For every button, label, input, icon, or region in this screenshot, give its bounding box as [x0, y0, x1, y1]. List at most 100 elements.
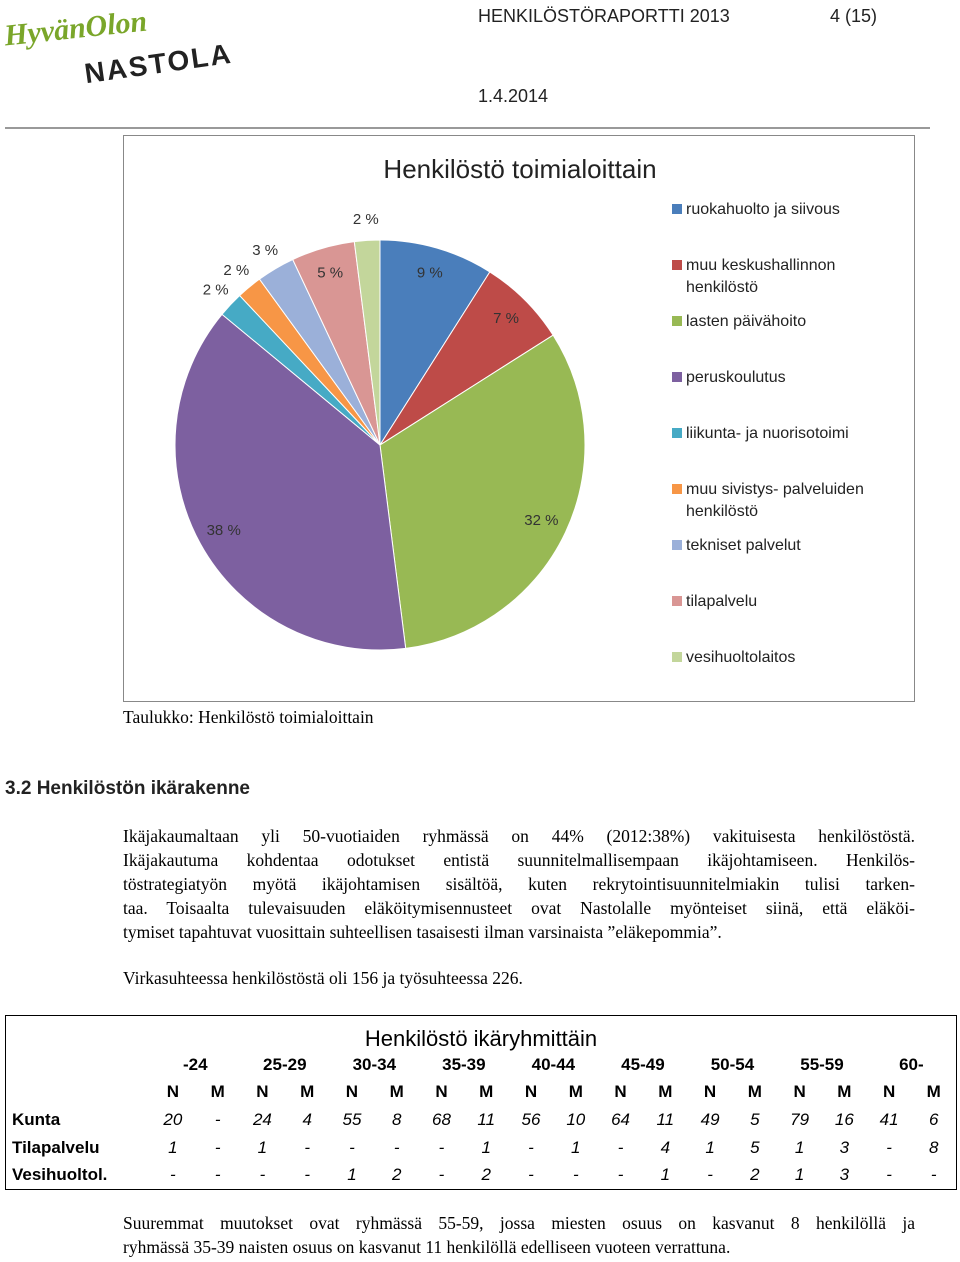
age-group: 30-34	[352, 1055, 397, 1074]
row-label: Tilapalvelu	[12, 1137, 100, 1157]
age-group: 60-	[899, 1055, 924, 1074]
sub-header: M	[658, 1082, 673, 1101]
table-cell: 1	[660, 1165, 671, 1185]
table-cell: 10	[566, 1109, 586, 1129]
legend-swatch	[672, 540, 682, 550]
empty-cell	[6, 1052, 151, 1079]
legend-label: tekniset palvelut	[686, 537, 801, 554]
legend-item: peruskoulutus	[672, 367, 886, 423]
table-cell: 1	[168, 1137, 178, 1157]
pie-chart: Henkilöstö toimialoittain 9 % 7 % 32 % 38 %…	[174, 154, 657, 651]
legend-swatch	[672, 652, 682, 662]
table-cell: 1	[794, 1165, 805, 1185]
table-cell: 1	[347, 1165, 357, 1185]
slice-label: 2 %	[353, 211, 379, 228]
table-cell: -	[707, 1165, 713, 1185]
text-line: taa. Toisaalta tulevaisuuden eläköitymis…	[123, 898, 915, 918]
table-cell: 1	[794, 1137, 805, 1157]
table-cell: 2	[750, 1165, 760, 1185]
text-line: ryhmässä 35-39 naisten osuus on kasvanut…	[123, 1237, 731, 1257]
table-cell: -	[886, 1165, 892, 1185]
table-cell: -	[438, 1137, 445, 1157]
table-cell: 64	[611, 1109, 630, 1129]
legend-item: muu keskushallinnon henkilöstö	[672, 255, 886, 311]
table-cell: -	[304, 1165, 311, 1185]
sub-header: N	[524, 1082, 538, 1101]
sub-header: M	[747, 1082, 762, 1101]
table-cell: -	[259, 1165, 266, 1185]
table-cell: 3	[839, 1165, 850, 1185]
header-rule	[5, 127, 930, 129]
row-label: Kunta	[12, 1109, 61, 1129]
pie-slice	[353, 239, 381, 446]
table-cell: 20	[163, 1109, 183, 1129]
table-row: Kunta 20 - 24 4 55 8 68 11 56 10 64 11 49 5 79 16 41 6	[6, 1106, 957, 1134]
report-date: 1.4.2014	[478, 86, 549, 106]
legend-item: lasten päivähoito	[672, 311, 886, 367]
table-title: Henkilöstö ikäryhmittäin	[364, 1025, 598, 1051]
slice-label: 5 %	[317, 265, 343, 282]
table-cell: 1	[481, 1137, 491, 1157]
legend-label: muu sivistys- palveluiden henkilöstö	[686, 481, 864, 520]
legend-swatch	[672, 484, 682, 494]
caption: Taulukko: Henkilöstö toimialoittain	[123, 707, 374, 727]
chart-frame	[123, 135, 915, 702]
slice-label: 9 %	[417, 265, 443, 282]
slice-label: 2 %	[203, 282, 229, 299]
sub-header: M	[210, 1082, 225, 1101]
slice-label: 32 %	[524, 512, 558, 529]
table-cell: -	[930, 1165, 937, 1185]
legend-label: ruokahuolto ja siivous	[686, 201, 840, 218]
legend-label: tilapalvelu	[686, 593, 758, 610]
table-cell: -	[617, 1165, 624, 1185]
age-group: 35-39	[442, 1055, 486, 1074]
table-cell: 1	[705, 1137, 715, 1157]
sub-header: N	[166, 1082, 180, 1101]
text-line: tymiset tapahtuvat vuosittain suhteellis…	[123, 922, 722, 942]
sub-header: N	[345, 1082, 359, 1101]
table-row: Vesihuoltol. - - - - 1 2 - 2 - - - 1 - 2 1 3 - -	[6, 1162, 957, 1190]
legend-label: peruskoulutus	[686, 369, 786, 386]
table-cell: -	[393, 1137, 400, 1157]
table-cell: 49	[700, 1109, 720, 1129]
text-line: Ikäjakautuma kohdentaa odotukset entistä…	[123, 850, 915, 870]
legend-swatch	[672, 316, 682, 326]
sub-header: N	[793, 1082, 806, 1101]
slice-label: 2 %	[223, 262, 249, 279]
sub-header: M	[568, 1082, 583, 1101]
text-line: Ikäjakaumaltaan yli 50-vuotiaiden ryhmäs…	[123, 826, 915, 846]
legend-swatch	[672, 596, 682, 606]
legend-label: vesihuoltolaitos	[686, 649, 796, 666]
text-line: Suuremmat muutokset ovat ryhmässä 55-59,…	[123, 1213, 915, 1233]
table-row: Henkilöstö ikäryhmittäin	[6, 1016, 957, 1052]
sub-header: N	[882, 1082, 896, 1101]
age-group: 45-49	[621, 1055, 665, 1074]
chart-title: Henkilöstö toimialoittain	[383, 154, 656, 184]
table-cell: 11	[656, 1109, 675, 1129]
section-heading: 3.2 Henkilöstön ikärakenne	[5, 778, 250, 799]
legend-swatch	[672, 204, 682, 214]
table-cell: -	[617, 1137, 624, 1157]
legend-item: tekniset palvelut	[672, 535, 886, 591]
table-cell: -	[214, 1109, 221, 1129]
pie-slice	[379, 334, 586, 649]
slice-label: 7 %	[493, 310, 519, 327]
table-cell: -	[214, 1137, 221, 1157]
table-cell: -	[528, 1137, 534, 1157]
table-cell: 24	[252, 1109, 272, 1129]
pie-slice	[174, 313, 407, 651]
table-cell: 8	[391, 1109, 402, 1129]
paragraph: Virkasuhteessa henkilöstöstä oli 156 ja …	[123, 968, 523, 988]
table-cell: -	[886, 1137, 892, 1157]
table-cell: 55	[342, 1109, 362, 1129]
age-group: -24	[182, 1055, 208, 1074]
sub-header: M	[837, 1082, 852, 1101]
table-cell: -	[170, 1165, 176, 1185]
legend-item: ruokahuolto ja siivous	[672, 199, 886, 255]
pie-slice	[379, 239, 491, 447]
table-cell: 3	[839, 1137, 850, 1157]
table-cell: 1	[257, 1137, 268, 1157]
table-cell: 56	[521, 1109, 541, 1129]
age-group: 55-59	[800, 1055, 844, 1074]
